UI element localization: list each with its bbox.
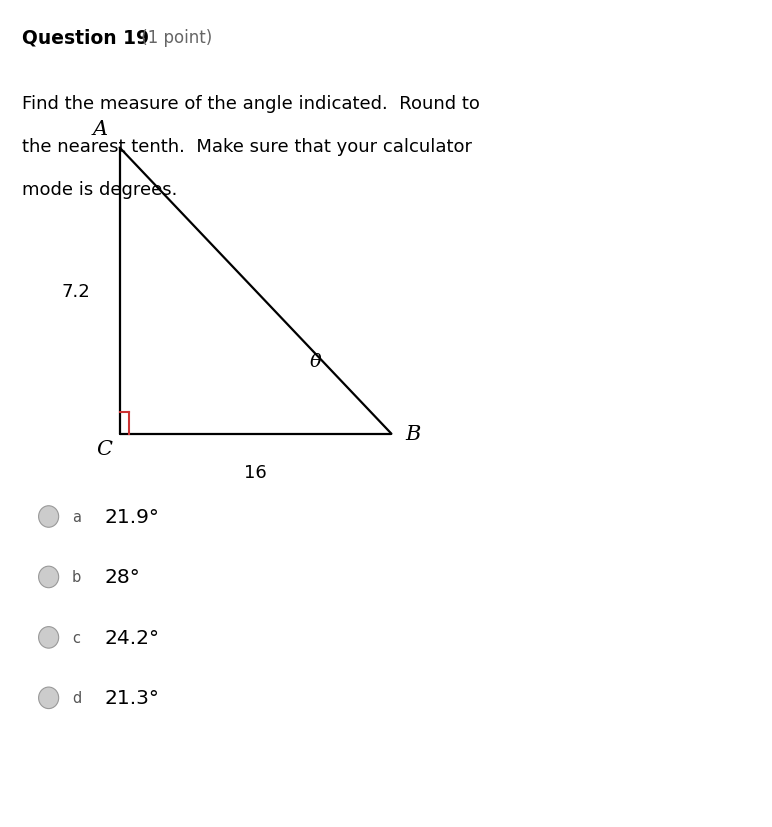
Text: b: b [72,570,81,585]
Circle shape [39,506,59,528]
Text: C: C [96,439,112,458]
Text: 21.9°: 21.9° [104,508,159,526]
Text: d: d [72,691,81,705]
Text: 16: 16 [244,463,267,481]
Circle shape [39,566,59,588]
Text: A: A [93,119,108,138]
Text: 28°: 28° [104,568,140,586]
Text: B: B [405,425,421,443]
Text: c: c [72,630,80,645]
Text: Question 19: Question 19 [22,29,149,48]
Text: θ: θ [310,353,321,371]
Text: Find the measure of the angle indicated.  Round to: Find the measure of the angle indicated.… [22,95,479,113]
Circle shape [39,627,59,648]
Text: 7.2: 7.2 [62,282,90,300]
Text: the nearest tenth.  Make sure that your calculator: the nearest tenth. Make sure that your c… [22,138,472,156]
Text: 24.2°: 24.2° [104,629,159,647]
Text: (1 point): (1 point) [136,29,212,47]
Text: 21.3°: 21.3° [104,689,159,707]
Circle shape [39,687,59,709]
Text: mode is degrees.: mode is degrees. [22,181,177,199]
Text: a: a [72,509,81,524]
